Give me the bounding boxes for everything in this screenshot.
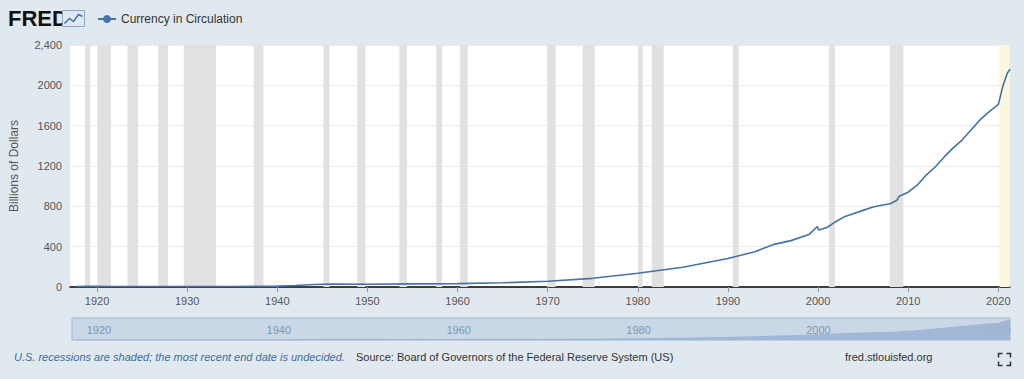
svg-text:1200: 1200 <box>38 160 62 172</box>
svg-text:2020: 2020 <box>986 295 1010 307</box>
svg-text:1950: 1950 <box>355 295 379 307</box>
svg-text:0: 0 <box>56 281 62 293</box>
svg-text:FRED: FRED <box>8 6 68 31</box>
svg-text:2010: 2010 <box>896 295 920 307</box>
svg-text:2000: 2000 <box>806 324 830 336</box>
svg-text:1920: 1920 <box>85 295 109 307</box>
svg-text:Source: Board of Governors of: Source: Board of Governors of the Federa… <box>356 351 673 363</box>
svg-text:2000: 2000 <box>38 79 62 91</box>
svg-text:1930: 1930 <box>175 295 199 307</box>
svg-text:fred.stlouisfed.org: fred.stlouisfed.org <box>845 351 932 363</box>
svg-text:1970: 1970 <box>535 295 559 307</box>
svg-text:2000: 2000 <box>806 295 830 307</box>
svg-text:1960: 1960 <box>446 324 470 336</box>
svg-text:1980: 1980 <box>626 295 650 307</box>
svg-text:Currency in Circulation: Currency in Circulation <box>121 12 242 26</box>
svg-text:1990: 1990 <box>716 295 740 307</box>
svg-text:1940: 1940 <box>265 295 289 307</box>
svg-text:1940: 1940 <box>267 324 291 336</box>
svg-text:1600: 1600 <box>38 120 62 132</box>
svg-text:400: 400 <box>44 241 62 253</box>
svg-text:1960: 1960 <box>445 295 469 307</box>
svg-text:2,400: 2,400 <box>34 39 62 51</box>
svg-text:1980: 1980 <box>626 324 650 336</box>
svg-text:1920: 1920 <box>87 324 111 336</box>
svg-text:800: 800 <box>44 200 62 212</box>
svg-text:Billions of Dollars: Billions of Dollars <box>7 120 21 212</box>
svg-text:U.S. recessions are shaded; th: U.S. recessions are shaded; the most rec… <box>14 351 345 363</box>
